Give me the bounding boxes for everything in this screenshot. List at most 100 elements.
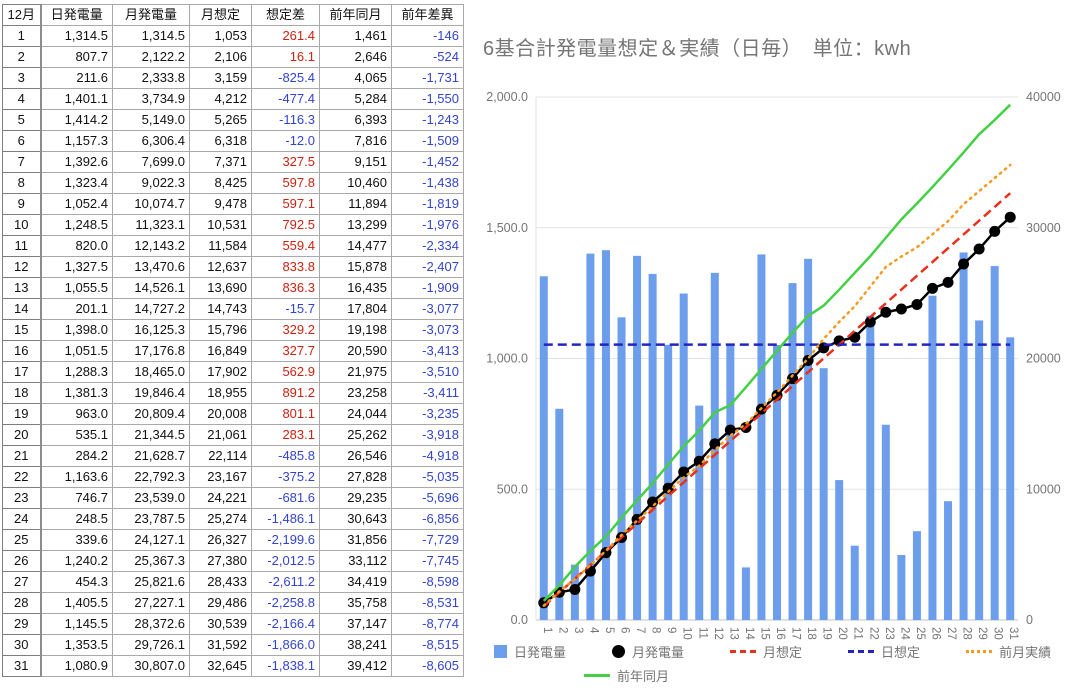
monthly-generation-cell[interactable]: 23,787.5 bbox=[112, 508, 190, 530]
monthly-expected-cell[interactable]: 27,380 bbox=[189, 550, 252, 572]
prev-year-cell[interactable]: 23,258 bbox=[319, 382, 392, 404]
day-cell[interactable]: 22 bbox=[2, 466, 42, 488]
legend-item-monthly-expected[interactable]: 月想定 bbox=[730, 642, 802, 661]
prev-year-diff-cell[interactable]: -2,334 bbox=[391, 235, 464, 257]
daily-generation-cell[interactable]: 1,401.1 bbox=[40, 88, 113, 110]
prev-year-diff-cell[interactable]: -4,918 bbox=[391, 445, 464, 467]
monthly-generation-cell[interactable]: 12,143.2 bbox=[112, 235, 190, 257]
prev-year-diff-cell[interactable]: -8,598 bbox=[391, 571, 464, 593]
monthly-expected-cell[interactable]: 18,955 bbox=[189, 382, 252, 404]
prev-year-cell[interactable]: 33,112 bbox=[319, 550, 392, 572]
monthly-expected-cell[interactable]: 8,425 bbox=[189, 172, 252, 194]
day-cell[interactable]: 4 bbox=[2, 88, 42, 110]
expected-diff-cell[interactable]: 891.2 bbox=[251, 382, 320, 404]
day-cell[interactable]: 23 bbox=[2, 487, 42, 509]
expected-diff-cell[interactable]: 283.1 bbox=[251, 424, 320, 446]
day-cell[interactable]: 6 bbox=[2, 130, 42, 152]
daily-generation-cell[interactable]: 963.0 bbox=[40, 403, 113, 425]
monthly-generation-cell[interactable]: 19,846.4 bbox=[112, 382, 190, 404]
day-cell[interactable]: 28 bbox=[2, 592, 42, 614]
prev-year-diff-cell[interactable]: -8,531 bbox=[391, 592, 464, 614]
prev-year-cell[interactable]: 13,299 bbox=[319, 214, 392, 236]
prev-year-diff-cell[interactable]: -1,976 bbox=[391, 214, 464, 236]
monthly-expected-cell[interactable]: 22,114 bbox=[189, 445, 252, 467]
expected-diff-cell[interactable]: 562.9 bbox=[251, 361, 320, 383]
prev-year-cell[interactable]: 31,856 bbox=[319, 529, 392, 551]
daily-generation-cell[interactable]: 1,327.5 bbox=[40, 256, 113, 278]
monthly-expected-cell[interactable]: 17,902 bbox=[189, 361, 252, 383]
prev-year-diff-cell[interactable]: -5,035 bbox=[391, 466, 464, 488]
expected-diff-cell[interactable]: -1,838.1 bbox=[251, 655, 320, 677]
prev-year-diff-cell[interactable]: -1,438 bbox=[391, 172, 464, 194]
month-header[interactable]: 12月 bbox=[2, 4, 42, 26]
legend-item-prev-month-actual[interactable]: 前月実績 bbox=[966, 642, 1051, 661]
day-cell[interactable]: 12 bbox=[2, 256, 42, 278]
monthly-generation-cell[interactable]: 29,726.1 bbox=[112, 634, 190, 656]
prev-year-cell[interactable]: 24,044 bbox=[319, 403, 392, 425]
prev-year-cell[interactable]: 27,828 bbox=[319, 466, 392, 488]
expected-diff-cell[interactable]: -1,486.1 bbox=[251, 508, 320, 530]
legend-item-monthly-generation[interactable]: 月発電量 bbox=[612, 642, 684, 661]
prev-year-diff-cell[interactable]: -1,243 bbox=[391, 109, 464, 131]
expected-diff-cell[interactable]: 327.7 bbox=[251, 340, 320, 362]
monthly-expected-cell[interactable]: 12,637 bbox=[189, 256, 252, 278]
chart-canvas[interactable]: 0.0 500.0 1,000.0 1,500.0 2,000.0 0 10000 20000… bbox=[466, 0, 1091, 640]
day-cell[interactable]: 11 bbox=[2, 235, 42, 257]
expected-diff-cell[interactable]: 327.5 bbox=[251, 151, 320, 173]
expected-diff-cell[interactable]: 597.1 bbox=[251, 193, 320, 215]
prev-year-diff-cell[interactable]: -3,413 bbox=[391, 340, 464, 362]
daily-generation-cell[interactable]: 1,051.5 bbox=[40, 340, 113, 362]
expected-diff-cell[interactable]: -2,611.2 bbox=[251, 571, 320, 593]
expected-diff-cell[interactable]: -1,866.0 bbox=[251, 634, 320, 656]
day-cell[interactable]: 2 bbox=[2, 46, 42, 68]
monthly-generation-cell[interactable]: 23,539.0 bbox=[112, 487, 190, 509]
day-cell[interactable]: 31 bbox=[2, 655, 42, 677]
monthly-generation-cell[interactable]: 2,333.8 bbox=[112, 67, 190, 89]
expected-diff-cell[interactable]: -15.7 bbox=[251, 298, 320, 320]
series-prev-year-month[interactable] bbox=[542, 103, 1012, 602]
prev-year-diff-cell[interactable]: -3,411 bbox=[391, 382, 464, 404]
daily-generation-cell[interactable]: 211.6 bbox=[40, 67, 113, 89]
expected-diff-cell[interactable]: -2,199.6 bbox=[251, 529, 320, 551]
day-cell[interactable]: 25 bbox=[2, 529, 42, 551]
prev-year-diff-cell[interactable]: -146 bbox=[391, 25, 464, 47]
day-cell[interactable]: 10 bbox=[2, 214, 42, 236]
monthly-generation-cell[interactable]: 28,372.6 bbox=[112, 613, 190, 635]
prev-year-diff-cell[interactable]: -1,819 bbox=[391, 193, 464, 215]
prev-year-cell[interactable]: 16,435 bbox=[319, 277, 392, 299]
generation-chart[interactable]: 6基合計発電量想定＆実績（日毎） 単位：kwh 0.0 500.0 1,000.0 1… bbox=[466, 0, 1091, 696]
monthly-generation-cell[interactable]: 7,699.0 bbox=[112, 151, 190, 173]
daily-generation-cell[interactable]: 1,392.6 bbox=[40, 151, 113, 173]
daily-generation-cell[interactable]: 1,414.2 bbox=[40, 109, 113, 131]
day-cell[interactable]: 20 bbox=[2, 424, 42, 446]
daily-generation-cell[interactable]: 1,052.4 bbox=[40, 193, 113, 215]
monthly-generation-cell[interactable]: 18,465.0 bbox=[112, 361, 190, 383]
monthly-expected-cell[interactable]: 24,221 bbox=[189, 487, 252, 509]
column-header[interactable]: 前年同月 bbox=[319, 4, 392, 26]
monthly-generation-cell[interactable]: 11,323.1 bbox=[112, 214, 190, 236]
monthly-generation-cell[interactable]: 10,074.7 bbox=[112, 193, 190, 215]
day-cell[interactable]: 26 bbox=[2, 550, 42, 572]
daily-generation-cell[interactable]: 1,240.2 bbox=[40, 550, 113, 572]
series-monthly-expected[interactable] bbox=[542, 192, 1012, 608]
monthly-expected-cell[interactable]: 2,106 bbox=[189, 46, 252, 68]
monthly-generation-cell[interactable]: 22,792.3 bbox=[112, 466, 190, 488]
prev-year-cell[interactable]: 37,147 bbox=[319, 613, 392, 635]
monthly-generation-cell[interactable]: 14,727.2 bbox=[112, 298, 190, 320]
expected-diff-cell[interactable]: 792.5 bbox=[251, 214, 320, 236]
monthly-generation-cell[interactable]: 16,125.3 bbox=[112, 319, 190, 341]
day-cell[interactable]: 1 bbox=[2, 25, 42, 47]
legend-item-daily-generation[interactable]: 日発電量 bbox=[494, 642, 566, 661]
day-cell[interactable]: 14 bbox=[2, 298, 42, 320]
prev-year-diff-cell[interactable]: -1,731 bbox=[391, 67, 464, 89]
prev-year-diff-cell[interactable]: -524 bbox=[391, 46, 464, 68]
prev-year-cell[interactable]: 1,461 bbox=[319, 25, 392, 47]
prev-year-cell[interactable]: 17,804 bbox=[319, 298, 392, 320]
day-cell[interactable]: 18 bbox=[2, 382, 42, 404]
prev-year-diff-cell[interactable]: -6,856 bbox=[391, 508, 464, 530]
day-cell[interactable]: 30 bbox=[2, 634, 42, 656]
prev-year-cell[interactable]: 35,758 bbox=[319, 592, 392, 614]
monthly-expected-cell[interactable]: 14,743 bbox=[189, 298, 252, 320]
prev-year-diff-cell[interactable]: -8,515 bbox=[391, 634, 464, 656]
prev-year-cell[interactable]: 34,419 bbox=[319, 571, 392, 593]
